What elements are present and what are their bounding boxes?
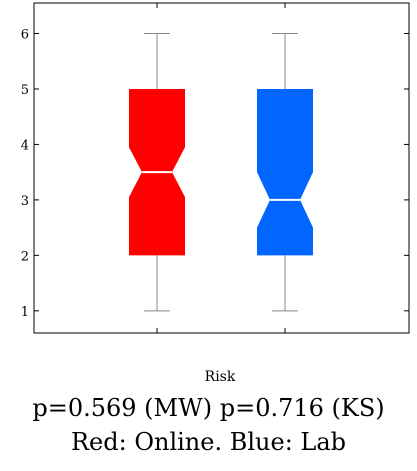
- x-axis-label: Risk: [205, 369, 236, 385]
- caption-legend: Red: Online. Blue: Lab: [70, 428, 347, 456]
- y-tick-label: 2: [21, 249, 29, 264]
- y-tick-label: 4: [21, 138, 29, 153]
- y-tick-label: 3: [21, 194, 29, 209]
- box-body: [257, 88, 313, 256]
- y-tick-label: 6: [21, 28, 29, 43]
- y-tick-label: 5: [21, 83, 29, 98]
- caption-p-values: p=0.569 (MW) p=0.716 (KS): [32, 394, 385, 422]
- box-1: [129, 33, 185, 312]
- box-2: [257, 33, 313, 312]
- y-tick-label: 1: [21, 305, 29, 320]
- plot-frame: [33, 2, 410, 334]
